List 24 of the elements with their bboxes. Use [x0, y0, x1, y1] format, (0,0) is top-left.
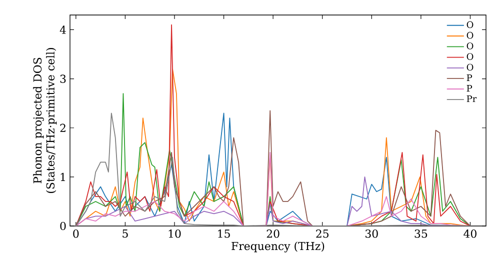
x-axis-title: Frequency (THz)	[232, 242, 324, 252]
y-tick-label: 2	[60, 124, 66, 132]
y-tick-label: 1	[60, 172, 65, 181]
y-axis-title: Phonon projected DOS (States/THz·primitive cell)	[33, 48, 57, 193]
y-tick-label: 0	[60, 222, 66, 230]
x-tick-label: 10	[168, 230, 181, 238]
x-tick-label: 40	[464, 230, 476, 238]
legend-label: O	[466, 64, 474, 71]
x-tick-label: 20	[266, 230, 280, 238]
y-tick-label: 4	[60, 26, 66, 34]
y-tick-label: 3	[60, 74, 66, 83]
legend-label: P	[466, 84, 472, 92]
legend-label: O	[466, 21, 474, 28]
legend-label: O	[466, 53, 474, 60]
x-tick-label: 30	[366, 230, 378, 238]
legend-label: Pr	[466, 96, 477, 102]
legend-label: O	[466, 32, 474, 39]
x-tick-label: 5	[122, 230, 128, 238]
x-tick-label: 0	[73, 230, 79, 238]
legend-label: O	[466, 42, 474, 50]
x-tick-label: 35	[414, 230, 428, 238]
x-tick-label: 25	[316, 230, 328, 238]
x-tick-label: 15	[218, 230, 230, 238]
legend-label: P	[466, 74, 472, 82]
